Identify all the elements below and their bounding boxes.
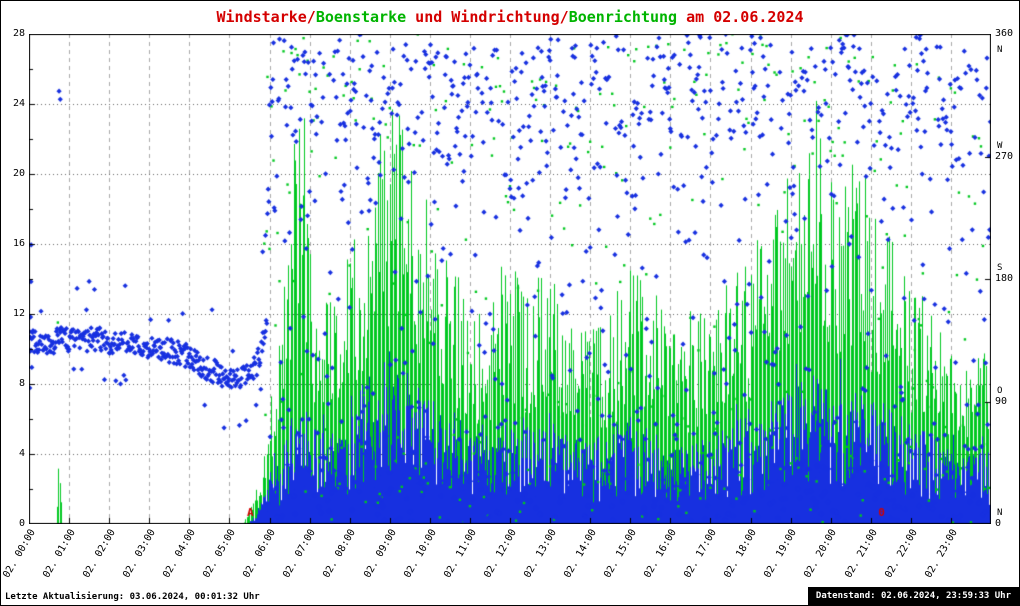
y-right-tick-label: 90 xyxy=(995,395,1008,407)
x-tick-label: 02. 23:00 xyxy=(922,527,960,580)
y-left-tick-label: 8 xyxy=(18,378,25,389)
x-tick-label: 02. 13:00 xyxy=(522,527,559,580)
x-tick-label: 02. 21:00 xyxy=(842,527,880,580)
title-part: Windstarke/ xyxy=(216,8,316,26)
x-tick-label: 02. 17:00 xyxy=(682,527,720,580)
x-tick-label: 02. 12:00 xyxy=(482,527,519,580)
x-tick-label: 02. 08:00 xyxy=(321,527,359,580)
x-tick-label: 02. 10:00 xyxy=(401,527,439,580)
x-tick-label: 02. 15:00 xyxy=(602,527,639,580)
y-right-tick-label: 270 xyxy=(995,150,1014,162)
compass-letter: W xyxy=(997,140,1003,151)
title-part: Boenstarke xyxy=(315,8,407,26)
y-right-tick-label: 360 xyxy=(995,28,1014,39)
x-tick-label: 02. 06:00 xyxy=(241,527,279,580)
y-left-tick-label: 4 xyxy=(18,448,25,459)
x-tick-label: 02. 09:00 xyxy=(361,527,399,580)
title-part: Boenrichtung xyxy=(568,8,678,26)
x-tick-label: 02. 03:00 xyxy=(121,527,158,580)
y-right-tick-label: 0 xyxy=(995,518,1002,529)
y-left-tick-label: 16 xyxy=(12,238,25,249)
y-left-tick-label: 20 xyxy=(12,168,25,179)
y-left-tick-label: 0 xyxy=(18,518,25,529)
data-status-badge: Datenstand: 02.06.2024, 23:59:33 Uhr xyxy=(807,587,1019,605)
chart-title: Windstarke/Boenstarke und Windrichtung/B… xyxy=(1,8,1019,26)
x-tick-label: 02. 20:00 xyxy=(802,527,840,580)
x-tick-label: 02. 22:00 xyxy=(882,527,920,580)
x-tick-label: 02. 14:00 xyxy=(562,527,599,580)
x-tick-label: 02. 07:00 xyxy=(281,527,319,580)
title-part: am 02.06.2024 xyxy=(677,8,804,26)
y-left-tick-label: 28 xyxy=(12,28,25,39)
x-tick-label: 02. 05:00 xyxy=(201,527,239,580)
y-left-tick-label: 12 xyxy=(12,308,25,319)
x-tick-label: 02. 19:00 xyxy=(762,527,800,580)
compass-letter: S xyxy=(997,263,1003,274)
x-tick-label: 02. 00:00 xyxy=(1,527,38,580)
x-tick-label: 02. 04:00 xyxy=(161,527,199,580)
plot-canvas xyxy=(29,34,991,524)
title-part: und Windrichtung/ xyxy=(406,8,569,26)
x-tick-label: 02. 01:00 xyxy=(41,527,78,580)
y-left-tick-label: 24 xyxy=(12,98,25,109)
last-update-text: Letzte Aktualisierung: 03.06.2024, 00:01… xyxy=(5,592,260,602)
y-right-tick-label: 180 xyxy=(995,273,1014,284)
compass-letter: N xyxy=(997,45,1003,56)
x-tick-label: 02. 16:00 xyxy=(642,527,680,580)
compass-letter: N xyxy=(997,508,1003,519)
x-tick-label: 02. 18:00 xyxy=(722,527,760,580)
compass-letter: O xyxy=(997,385,1003,396)
x-tick-label: 02. 02:00 xyxy=(81,527,118,580)
x-tick-label: 02. 11:00 xyxy=(441,527,479,580)
